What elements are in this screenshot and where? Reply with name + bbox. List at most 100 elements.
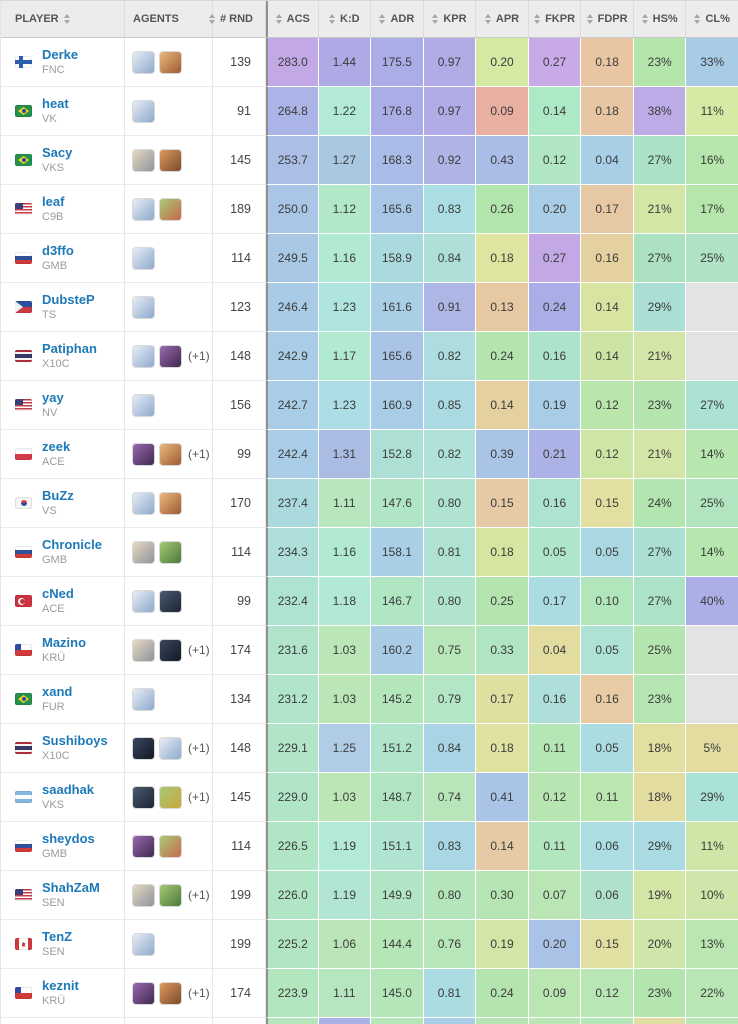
stat-cell-fkpr: 0.17 (528, 577, 582, 626)
header-cell-cl[interactable]: CL% (686, 1, 738, 37)
header-cell-rnd[interactable]: # RND (208, 1, 266, 37)
header-cell-acs[interactable]: ACS (266, 1, 319, 37)
sort-down-icon (432, 20, 439, 24)
player-name-link[interactable]: DubsteP (42, 292, 95, 308)
agent-icon (132, 785, 155, 809)
stat-cell-kd: 1.25 (318, 724, 372, 773)
table-row-partial (1, 1018, 738, 1024)
player-name-link[interactable]: Derke (42, 47, 79, 63)
player-info: saadhak VKS (42, 782, 95, 810)
header-cell-fdpr[interactable]: FDPR (581, 1, 634, 37)
sort-up-icon (484, 14, 491, 18)
stat-cell-acs: 232.4 (266, 577, 319, 626)
stat-cell-hs: 24% (633, 479, 687, 528)
player-name-link[interactable]: yay (42, 390, 64, 406)
agents-cell (125, 234, 213, 283)
header-cell-hs[interactable]: HS% (633, 1, 687, 37)
player-name-link[interactable]: cNed (42, 586, 74, 602)
player-name-link[interactable]: zeek (42, 439, 71, 455)
country-flag-ru-icon (15, 546, 32, 558)
stat-cell-kpr: 0.82 (423, 332, 477, 381)
stat-cell-fkpr: 0.07 (528, 871, 582, 920)
table-row: sheydos GMB 114 226.5 1.19 151.1 0.83 0.14 0.11 0… (1, 822, 738, 871)
table-row: yay NV 156 242.7 1.23 160.9 0.85 0.14 0.19 0.12 23… (1, 381, 738, 430)
player-name-link[interactable]: Sacy (42, 145, 73, 161)
player-name-link[interactable]: heat (42, 96, 69, 112)
sort-up-icon (534, 14, 541, 18)
stat-cell-adr: 158.1 (371, 528, 424, 577)
stat-cell-apr: 0.24 (476, 332, 529, 381)
stat-cell-adr: 160.9 (371, 381, 424, 430)
player-name-link[interactable]: d3ffo (42, 243, 74, 259)
header-cell-apr[interactable]: APR (476, 1, 529, 37)
player-info: BuZz VS (42, 488, 74, 516)
header-label: FDPR (597, 13, 628, 25)
agent-icon (159, 540, 182, 564)
stat-cell-apr: 0.17 (476, 675, 529, 724)
table-row: Patiphan X10C (+1) 148 242.9 1.17 165.6 0.82 0.2… (1, 332, 738, 381)
sort-down-icon (379, 20, 386, 24)
sort-arrows-icon (432, 14, 439, 24)
agents-cell: (+1) (125, 626, 213, 675)
stat-cell-kpr: 0.83 (423, 185, 477, 234)
header-cell-fkpr[interactable]: FKPR (528, 1, 582, 37)
player-name-link[interactable]: saadhak (42, 782, 95, 798)
header-cell-adr[interactable]: ADR (371, 1, 424, 37)
player-cell: Chronicle GMB (1, 528, 125, 577)
stat-cell-kpr: 0.79 (423, 675, 477, 724)
stat-cell-kpr: 0.80 (423, 871, 477, 920)
agents-cell (125, 38, 213, 87)
player-cell: sheydos GMB (1, 822, 125, 871)
sort-arrows-icon (641, 14, 648, 24)
player-name-link[interactable]: Sushiboys (42, 733, 108, 749)
player-name-link[interactable]: Chronicle (42, 537, 102, 553)
stat-cell-kd: 1.11 (318, 969, 372, 1018)
player-name-link[interactable]: sheydos (42, 831, 95, 847)
player-name-link[interactable]: keznit (42, 978, 79, 994)
stat-cell-kpr: 0.75 (423, 626, 477, 675)
player-cell: ShahZaM SEN (1, 871, 125, 920)
player-team-tag: KRÜ (42, 651, 66, 664)
stat-cell-cl: 14% (686, 528, 738, 577)
country-flag-ar-icon (15, 791, 32, 803)
agent-extra-count: (+1) (188, 888, 210, 902)
table-row: Sushiboys X10C (+1) 148 229.1 1.25 151.2 0.84 0.… (1, 724, 738, 773)
player-info: keznit KRÜ (42, 978, 79, 1006)
player-cell: keznit KRÜ (1, 969, 125, 1018)
stat-cell-apr: 0.19 (476, 920, 529, 969)
player-name-link[interactable]: Patiphan (42, 341, 97, 357)
player-name-link[interactable]: Mazino (42, 635, 87, 651)
stat-cell-cl (686, 626, 738, 675)
sort-down-icon (641, 20, 648, 24)
player-name-link[interactable]: leaf (42, 194, 65, 210)
stat-cell-cl: 16% (686, 136, 738, 185)
player-name-link[interactable]: BuZz (42, 488, 74, 504)
player-name-link[interactable]: xand (42, 684, 73, 700)
table-row: ShahZaM SEN (+1) 199 226.0 1.19 149.9 0.80 0.30 0… (1, 871, 738, 920)
stat-cell-hs: 21% (633, 430, 687, 479)
stat-cell-kpr: 0.84 (423, 724, 477, 773)
stat-cell-kd: 1.17 (318, 332, 372, 381)
stat-cell-adr: 145.2 (371, 675, 424, 724)
stat-cell-acs: 242.9 (266, 332, 319, 381)
stat-cell-hs: 20% (633, 920, 687, 969)
stat-cell-kpr: 0.97 (423, 87, 477, 136)
sort-up-icon (641, 14, 648, 18)
header-cell-player[interactable]: PLAYER (1, 1, 125, 37)
stat-cell-acs: 226.0 (266, 871, 319, 920)
agents-cell: (+1) (125, 332, 213, 381)
header-cell-kpr[interactable]: KPR (423, 1, 477, 37)
player-team-tag: X10C (42, 749, 70, 762)
stat-cell-kpr: 0.81 (423, 528, 477, 577)
stat-cell-acs: 234.3 (266, 528, 319, 577)
header-cell-kd[interactable]: K:D (318, 1, 372, 37)
stat-cell-kpr: 0.82 (423, 430, 477, 479)
player-cell: d3ffo GMB (1, 234, 125, 283)
sort-arrows-icon (379, 14, 386, 24)
stat-cell-apr: 0.30 (476, 871, 529, 920)
player-name-link[interactable]: TenZ (42, 929, 73, 945)
player-cell (1, 1018, 125, 1024)
rounds-cell: 91 (213, 87, 266, 136)
player-name-link[interactable]: ShahZaM (42, 880, 100, 896)
stat-cell-cl: 11% (686, 87, 738, 136)
